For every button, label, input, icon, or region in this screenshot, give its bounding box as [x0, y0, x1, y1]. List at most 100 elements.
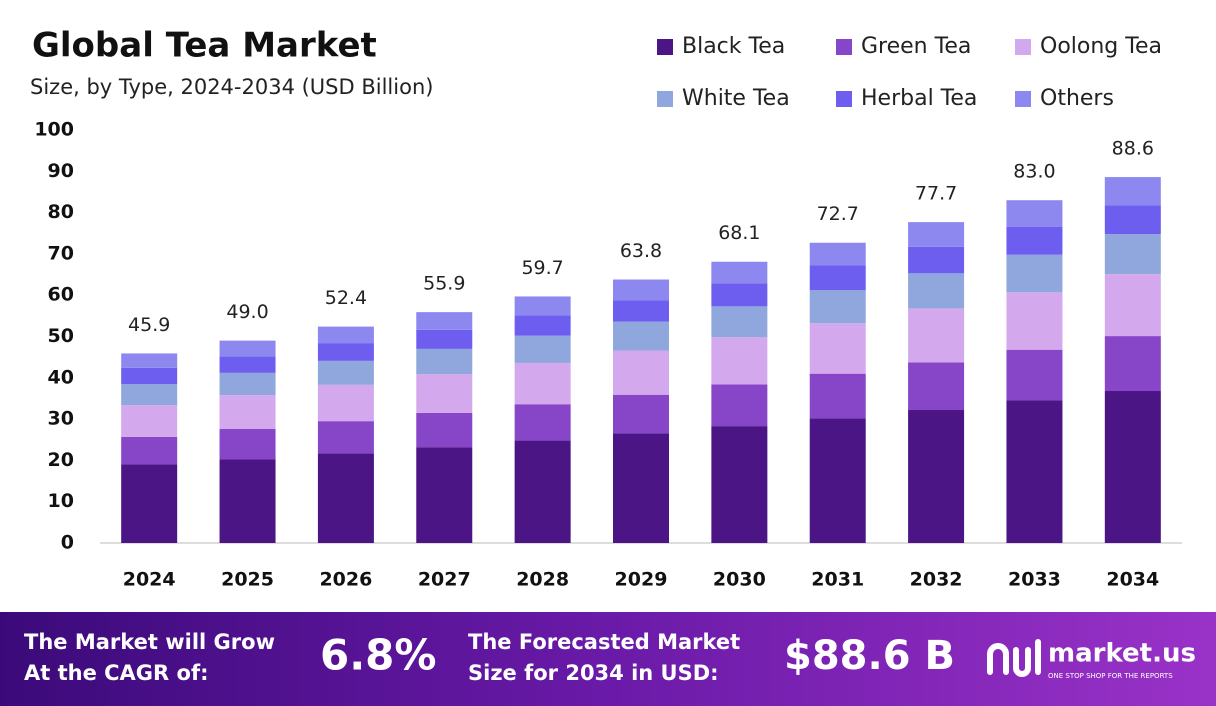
- legend-swatch: [657, 39, 673, 55]
- total-label: 83.0: [1013, 161, 1055, 183]
- x-tick-label: 2026: [319, 569, 372, 591]
- bar-segment: [514, 335, 571, 363]
- total-label: 52.4: [325, 287, 367, 309]
- bar-segment: [514, 362, 571, 405]
- bar-segment: [1006, 292, 1063, 350]
- bar-segment: [1104, 205, 1161, 235]
- x-tick-label: 2029: [615, 569, 668, 591]
- legend-label: Herbal Tea: [861, 86, 977, 111]
- bar-segment: [317, 360, 374, 385]
- y-tick-label: 40: [48, 366, 74, 388]
- bar-segment: [809, 242, 866, 266]
- bar-segment: [1006, 349, 1063, 401]
- bar-segment: [514, 440, 571, 543]
- total-label: 45.9: [128, 314, 170, 336]
- bar-segment: [908, 273, 965, 309]
- bar-segment: [1104, 234, 1161, 275]
- bar-segment: [809, 373, 866, 419]
- bar-segment: [219, 429, 276, 460]
- bar-segment: [711, 283, 768, 307]
- bar-segment: [219, 395, 276, 430]
- total-label: 59.7: [521, 257, 563, 279]
- bar-segment: [121, 405, 178, 437]
- bar-segment: [1006, 226, 1063, 255]
- cagr-text: The Market will Grow: [24, 630, 275, 654]
- x-tick-label: 2030: [713, 569, 766, 591]
- legend-swatch: [657, 91, 673, 107]
- legend-label: Others: [1040, 86, 1114, 111]
- bar-segment: [121, 383, 178, 406]
- bar-segment: [908, 308, 965, 363]
- bar-segment: [613, 394, 669, 434]
- total-label: 72.7: [817, 203, 859, 225]
- bar-segment: [908, 362, 965, 411]
- bar-segment: [809, 290, 866, 324]
- legend-label: Green Tea: [861, 34, 971, 59]
- bar-segment: [1006, 400, 1063, 543]
- legend-label: Oolong Tea: [1040, 34, 1162, 59]
- bar-segment: [121, 464, 178, 543]
- bar-segment: [317, 343, 374, 361]
- bar-segment: [613, 350, 669, 395]
- total-label: 63.8: [620, 240, 662, 262]
- bar-segment: [416, 348, 473, 375]
- y-tick-label: 10: [48, 490, 74, 512]
- bar-segment: [416, 447, 473, 543]
- bar-segment: [416, 312, 473, 330]
- y-tick-label: 20: [48, 449, 74, 471]
- bar-segment: [1104, 391, 1161, 543]
- bar-segment: [317, 384, 374, 422]
- bar-segment: [317, 453, 374, 543]
- bar-segment: [121, 353, 178, 368]
- x-tick-label: 2024: [123, 569, 176, 591]
- bar-segment: [416, 329, 473, 349]
- brand: market.us: [1048, 639, 1196, 669]
- legend-swatch: [1015, 39, 1031, 55]
- bar-segment: [514, 404, 571, 441]
- bar-segment: [317, 326, 374, 344]
- total-label: 49.0: [226, 301, 268, 323]
- footer-banner: [0, 612, 1216, 706]
- bar-segment: [121, 367, 178, 384]
- bar-segment: [1104, 274, 1161, 337]
- bar-segment: [908, 222, 965, 247]
- brand-logo: [987, 639, 1041, 677]
- bar-segment: [416, 374, 473, 413]
- bar-segment: [1006, 254, 1063, 293]
- bar-segment: [711, 261, 768, 284]
- total-label: 55.9: [423, 273, 465, 295]
- total-label: 68.1: [718, 222, 760, 244]
- bar-segment: [1104, 336, 1161, 392]
- x-tick-label: 2031: [811, 569, 864, 591]
- legend-label: Black Tea: [682, 34, 785, 59]
- legend-swatch: [836, 39, 852, 55]
- y-tick-label: 70: [48, 242, 74, 264]
- x-tick-label: 2032: [910, 569, 963, 591]
- cagr-value: 6.8%: [320, 631, 436, 680]
- bar-segment: [908, 410, 965, 543]
- bar-segment: [711, 337, 768, 385]
- legend-swatch: [1015, 91, 1031, 107]
- bar-segment: [908, 246, 965, 274]
- bar-segment: [809, 323, 866, 374]
- bar-segment: [711, 306, 768, 338]
- bar-segment: [613, 433, 669, 543]
- forecast-text: Size for 2034 in USD:: [468, 661, 719, 685]
- x-tick-label: 2027: [418, 569, 471, 591]
- legend-swatch: [836, 91, 852, 107]
- bar-segment: [711, 426, 768, 543]
- y-tick-label: 80: [48, 201, 74, 223]
- forecast-text: The Forecasted Market: [468, 630, 740, 654]
- x-tick-label: 2025: [221, 569, 274, 591]
- bar-segment: [416, 412, 473, 448]
- bar-segment: [1104, 177, 1161, 206]
- y-tick-label: 100: [34, 119, 74, 141]
- bar-segment: [613, 321, 669, 351]
- y-tick-label: 0: [61, 532, 74, 554]
- total-label: 88.6: [1112, 138, 1154, 160]
- y-tick-label: 30: [48, 408, 74, 430]
- x-tick-label: 2034: [1106, 569, 1159, 591]
- brand-tagline: ONE STOP SHOP FOR THE REPORTS: [1048, 672, 1173, 680]
- bar-segment: [121, 436, 178, 465]
